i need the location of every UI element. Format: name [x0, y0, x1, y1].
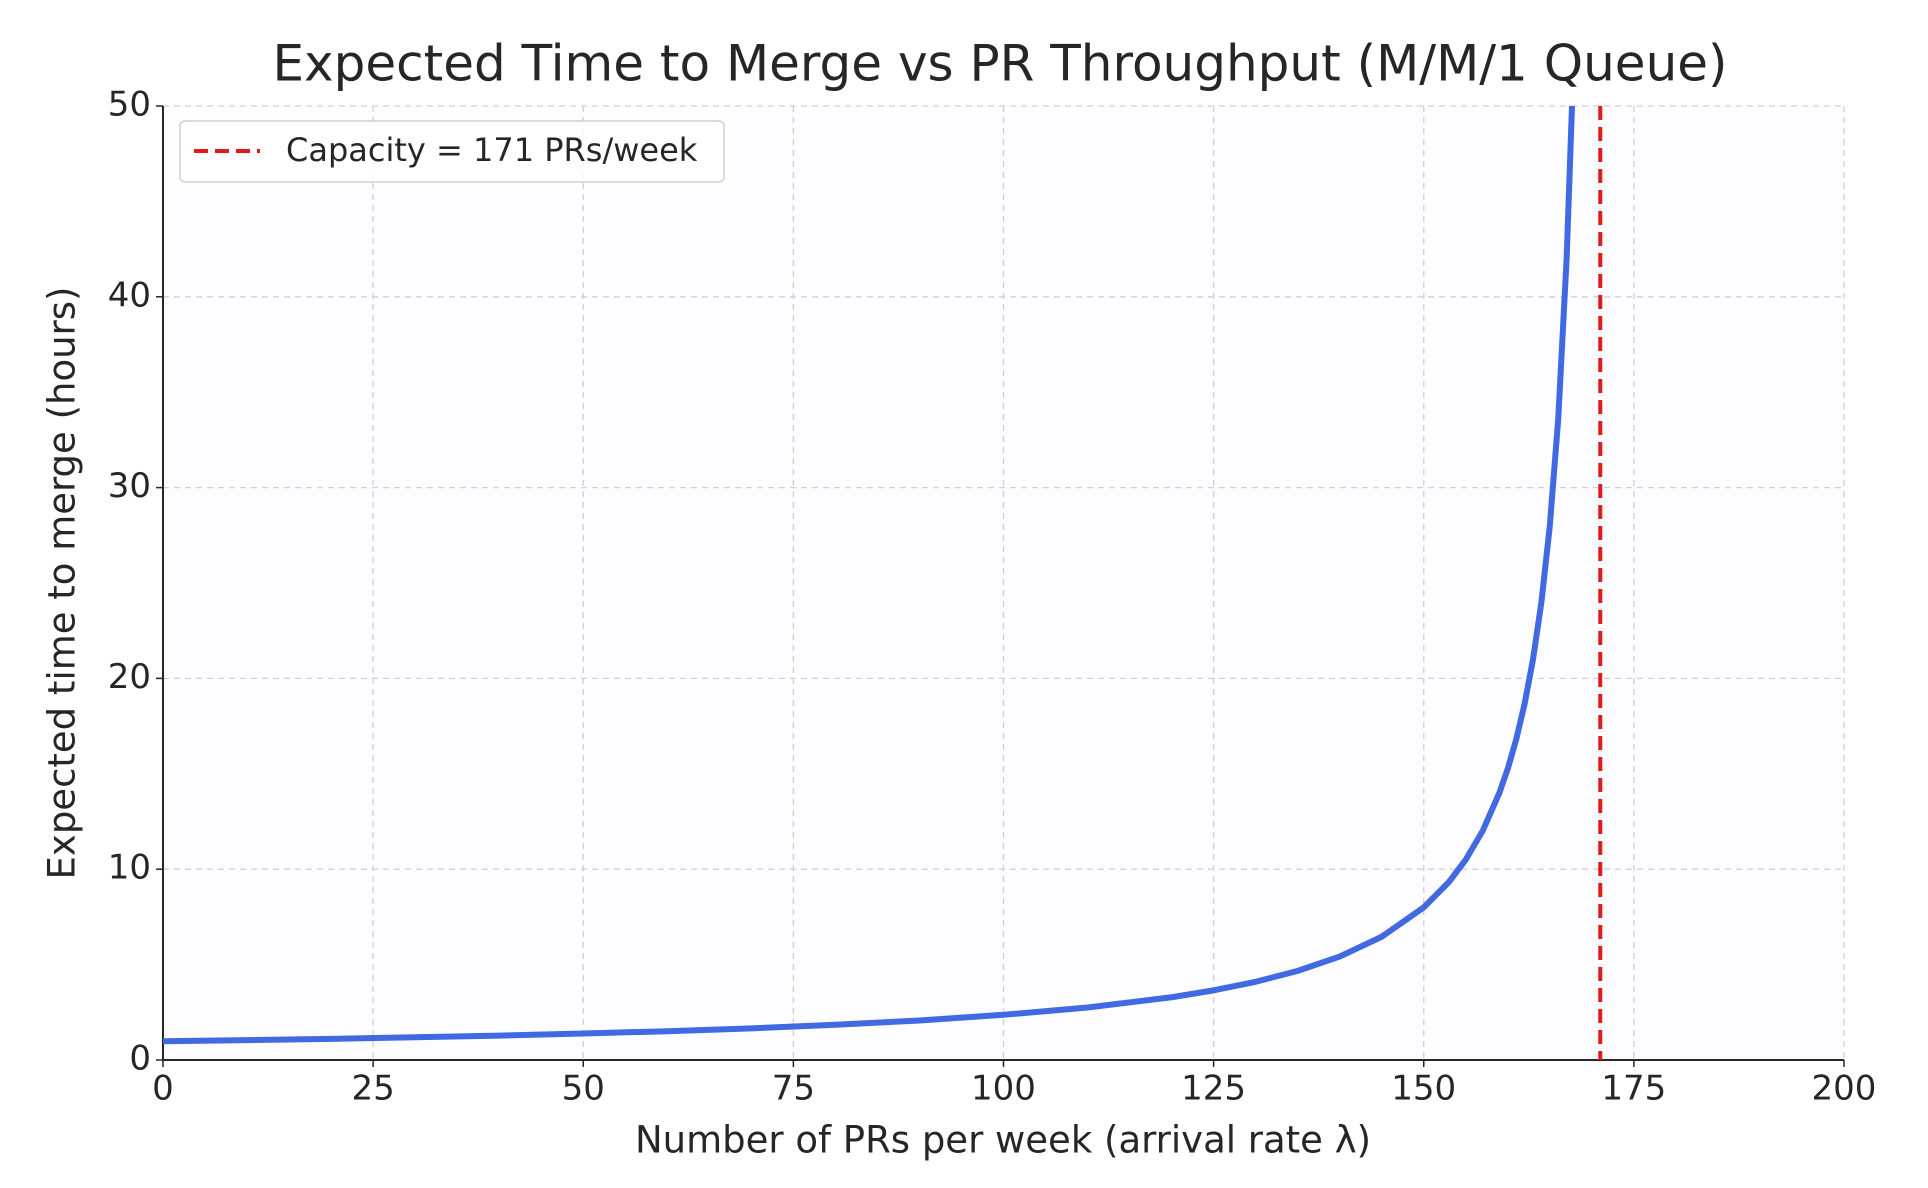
- x-axis-label: Number of PRs per week (arrival rate λ): [635, 1119, 1371, 1162]
- y-tick-label: 20: [108, 657, 151, 697]
- x-tick-label: 175: [1601, 1069, 1666, 1109]
- legend-label: Capacity = 171 PRs/week: [286, 131, 698, 169]
- series-line: [162, 105, 1576, 1045]
- x-tick-label: 200: [1812, 1069, 1877, 1109]
- x-tick-label: 75: [772, 1069, 815, 1109]
- x-tick-label: 0: [152, 1069, 174, 1109]
- legend-box: [179, 120, 725, 183]
- y-tick-label: 0: [129, 1039, 151, 1079]
- x-tick-label: 25: [351, 1069, 394, 1109]
- y-tick-label: 10: [108, 848, 151, 888]
- x-tick-label: 50: [562, 1069, 605, 1109]
- x-tick-label: 100: [971, 1069, 1036, 1109]
- y-tick-label: 30: [108, 466, 151, 506]
- y-tick-label: 40: [108, 275, 151, 315]
- chart-title: Expected Time to Merge vs PR Throughput …: [272, 35, 1727, 93]
- x-tick-label: 150: [1391, 1069, 1456, 1109]
- y-tick-label: 50: [108, 85, 151, 125]
- x-tick-label: 125: [1181, 1069, 1246, 1109]
- y-axis-label: Expected time to merge (hours): [41, 287, 84, 880]
